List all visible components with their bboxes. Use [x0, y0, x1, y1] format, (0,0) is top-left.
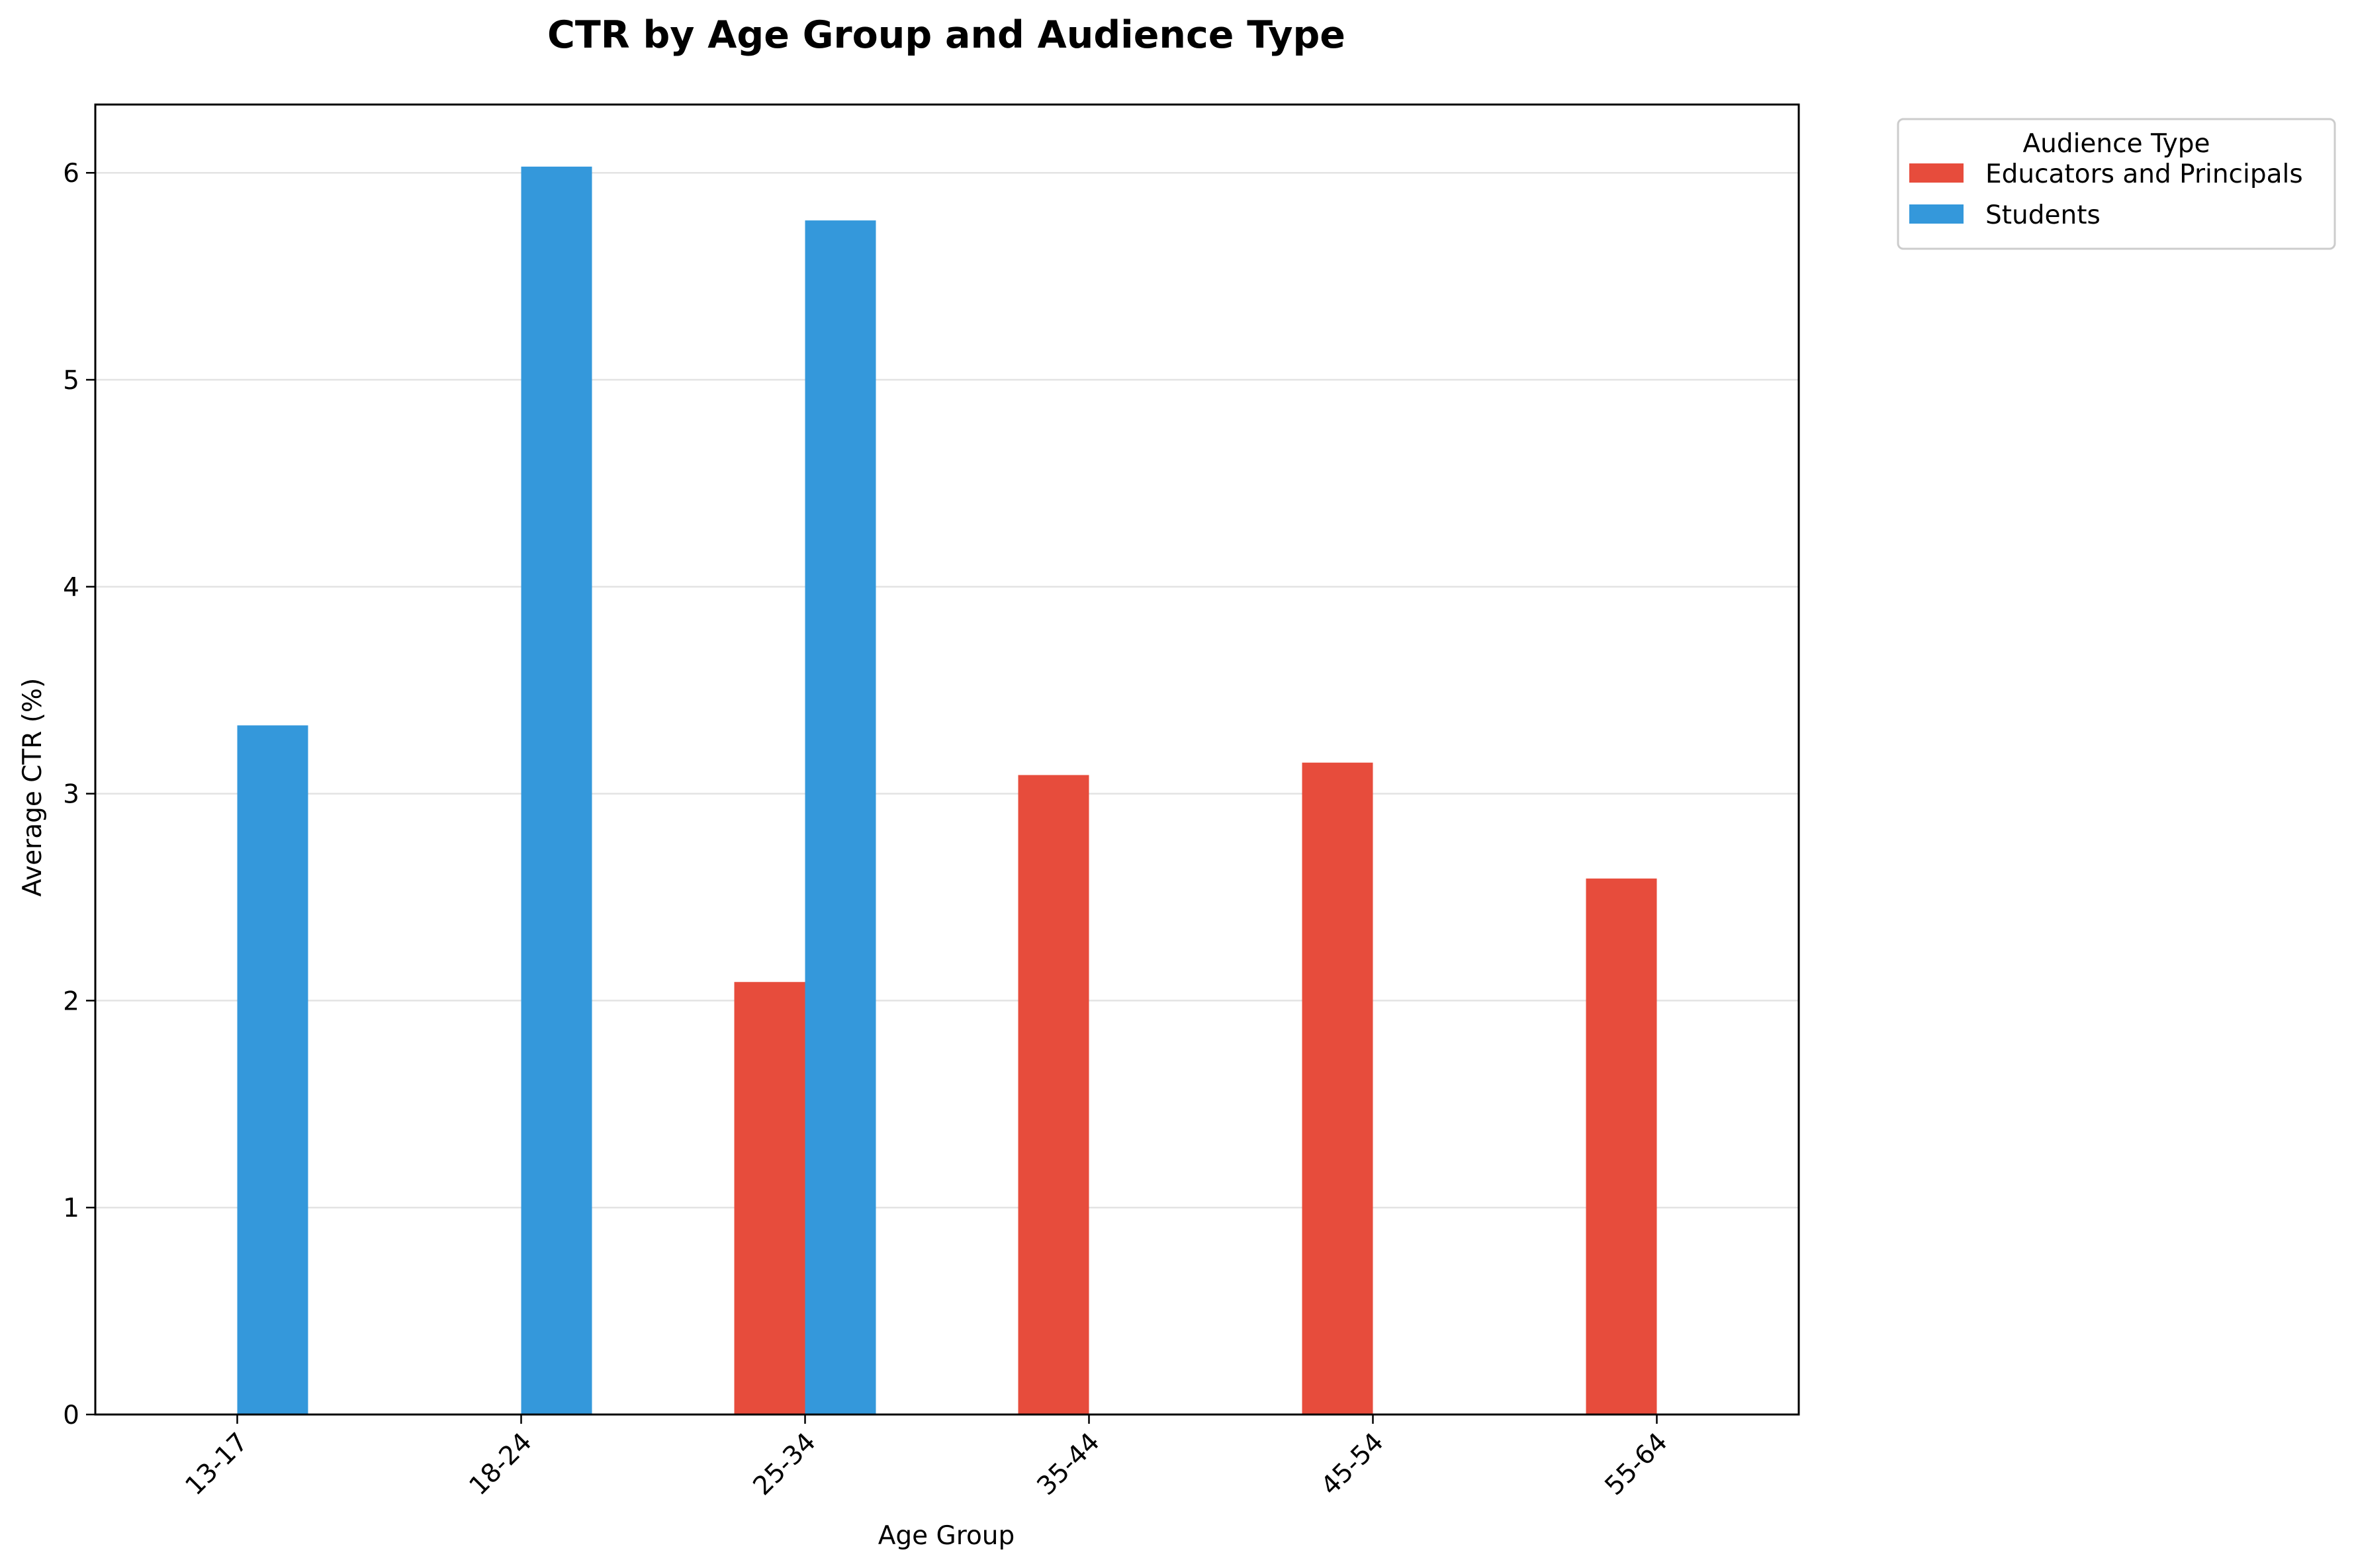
- x-tick-label: 18-24: [464, 1427, 538, 1501]
- y-tick-label: 3: [63, 780, 79, 810]
- bar-55-64-educators-and-principals: [1586, 878, 1657, 1415]
- y-axis-ticks: 0 1 2 3 4 5 6: [63, 159, 95, 1430]
- legend-label: Educators and Principals: [1985, 159, 2303, 189]
- plot-area-frame: [94, 103, 1800, 1416]
- bars: [237, 166, 1657, 1415]
- bar-25-34-educators-and-principals: [734, 982, 805, 1415]
- bar-18-24-students: [521, 166, 592, 1415]
- legend-title: Audience Type: [2022, 129, 2210, 159]
- legend-items: Educators and Principals Students: [1909, 159, 2303, 230]
- y-tick-label: 4: [63, 573, 79, 603]
- x-tick-label: 45-54: [1316, 1427, 1390, 1501]
- legend-label: Students: [1985, 200, 2101, 230]
- x-tick-label: 55-64: [1600, 1427, 1674, 1501]
- y-tick-label: 2: [63, 986, 79, 1016]
- y-axis-label: Average CTR (%): [18, 678, 48, 897]
- bar-35-44-educators-and-principals: [1018, 775, 1089, 1415]
- chart-title: CTR by Age Group and Audience Type: [547, 13, 1345, 57]
- x-axis-ticks: 13-17 18-24 25-34 35-44 45-54 55-64: [180, 1415, 1674, 1501]
- bar-25-34-students: [805, 220, 876, 1415]
- legend-swatch: [1909, 163, 1964, 183]
- x-axis-label: Age Group: [878, 1521, 1015, 1551]
- x-tick-label: 13-17: [180, 1427, 254, 1501]
- legend: Audience Type Educators and Principals St…: [1897, 118, 2336, 250]
- bar-45-54-educators-and-principals: [1302, 762, 1373, 1415]
- legend-swatch: [1909, 204, 1964, 224]
- legend-box: [1897, 118, 2336, 250]
- x-tick-label: 25-34: [748, 1427, 822, 1501]
- x-tick-label: 35-44: [1032, 1427, 1106, 1501]
- y-tick-label: 0: [63, 1401, 79, 1430]
- y-tick-label: 1: [63, 1194, 79, 1223]
- y-tick-label: 6: [63, 159, 79, 189]
- y-tick-label: 5: [63, 366, 79, 396]
- bar-13-17-students: [237, 725, 308, 1415]
- gridlines: [95, 171, 1799, 1416]
